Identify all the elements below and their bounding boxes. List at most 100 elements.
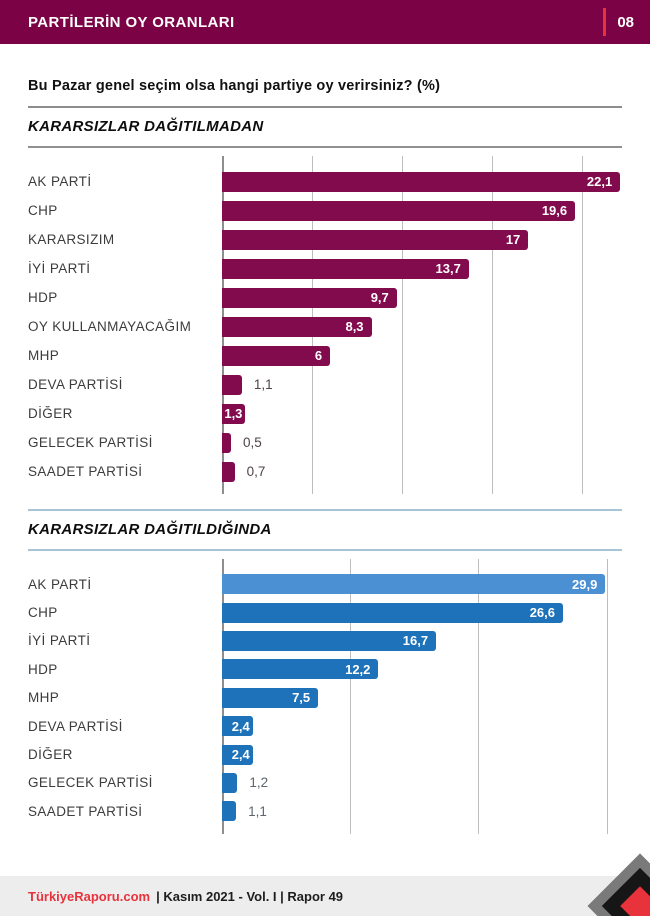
category-label: CHP bbox=[28, 605, 58, 621]
bar-track: 0,5 bbox=[222, 432, 622, 453]
value-label: 17 bbox=[505, 232, 521, 247]
bar-track: 0,7 bbox=[222, 461, 622, 482]
category-label: DEVA PARTİSİ bbox=[28, 718, 123, 734]
bar-track: 22,1 bbox=[222, 171, 622, 192]
value-label: 8,3 bbox=[345, 319, 364, 334]
logo-corner-red bbox=[620, 886, 650, 916]
value-label: 26,6 bbox=[529, 605, 556, 621]
bar-track: 19,6 bbox=[222, 200, 622, 221]
gridline bbox=[582, 156, 584, 494]
category-label: İYİ PARTİ bbox=[28, 633, 91, 649]
bar-track: 1,2 bbox=[222, 772, 622, 793]
section-title-undecided-not-distributed: KARARSIZLAR DAĞITILMADAN bbox=[28, 108, 622, 148]
category-label: DİĞER bbox=[28, 406, 73, 421]
category-label: DİĞER bbox=[28, 747, 73, 763]
value-label: 13,7 bbox=[435, 261, 461, 276]
bar-track: 26,6 bbox=[222, 602, 622, 623]
value-label: 9,7 bbox=[370, 290, 389, 305]
bar: 17 bbox=[222, 229, 529, 250]
bar-track: 1,1 bbox=[222, 801, 622, 822]
chart-row: KARARSIZIM 17 bbox=[28, 225, 622, 254]
category-label: DEVA PARTİSİ bbox=[28, 377, 123, 392]
bar-track: 1,3 bbox=[222, 403, 622, 424]
bar: 2,4 bbox=[222, 716, 253, 737]
category-label: HDP bbox=[28, 661, 58, 677]
footer-brand-link[interactable]: TürkiyeRaporu.com bbox=[28, 888, 151, 904]
value-label: 29,9 bbox=[572, 576, 598, 592]
page-number-divider bbox=[603, 8, 607, 36]
category-label: İYİ PARTİ bbox=[28, 261, 91, 276]
bar: 9,7 bbox=[222, 287, 397, 308]
bar: 6 bbox=[222, 345, 331, 366]
category-label: AK PARTİ bbox=[28, 174, 92, 189]
category-label: GELECEK PARTİSİ bbox=[28, 775, 153, 791]
bar-track: 16,7 bbox=[222, 630, 622, 651]
chart-row: MHP 7,5 bbox=[28, 684, 622, 712]
gridline bbox=[606, 559, 608, 834]
bar: 29,9 bbox=[222, 574, 606, 595]
chart-row: SAADET PARTİSİ 1,1 bbox=[28, 797, 622, 825]
bar: 12,2 bbox=[222, 659, 379, 680]
footer-report-info: | Kasım 2021 - Vol. I | Rapor 49 bbox=[156, 888, 344, 904]
section-divider bbox=[28, 509, 622, 511]
chart-row: AK PARTİ 22,1 bbox=[28, 167, 622, 196]
gridline bbox=[478, 559, 480, 834]
bar-track: 9,7 bbox=[222, 287, 622, 308]
value-label: 0,7 bbox=[246, 464, 266, 479]
chart-row: GELECEK PARTİSİ 1,2 bbox=[28, 769, 622, 797]
page-title: PARTİLERİN OY ORANLARI bbox=[28, 13, 235, 31]
category-label: HDP bbox=[28, 290, 58, 305]
chart-row: HDP 9,7 bbox=[28, 283, 622, 312]
chart-rows: AK PARTİ 29,9 CHP 26,6 İYİ PARTİ 16,7 HDP 12,2 M… bbox=[28, 559, 622, 834]
chart-undecided-not-distributed: AK PARTİ 22,1 CHP 19,6 KARARSIZIM 17 İYİ PARTİ… bbox=[28, 156, 622, 494]
bar-track: 2,4 bbox=[222, 744, 622, 765]
chart-row: OY KULLANMAYACAĞIM 8,3 bbox=[28, 312, 622, 341]
category-label: CHP bbox=[28, 203, 58, 218]
chart-row: DİĞER 1,3 bbox=[28, 399, 622, 428]
bar: 26,6 bbox=[222, 602, 564, 623]
bar-track: 12,2 bbox=[222, 659, 622, 680]
chart-row: HDP 12,2 bbox=[28, 655, 622, 683]
category-label: OY KULLANMAYACAĞIM bbox=[28, 319, 192, 334]
page-header: PARTİLERİN OY ORANLARI 08 bbox=[0, 0, 650, 44]
gridline bbox=[402, 156, 404, 494]
value-label: 6 bbox=[314, 348, 323, 363]
value-label: 1,1 bbox=[253, 377, 273, 392]
page-footer: TürkiyeRaporu.com | Kasım 2021 - Vol. I … bbox=[0, 876, 650, 916]
bar bbox=[222, 772, 238, 793]
chart-row: CHP 26,6 bbox=[28, 598, 622, 626]
value-label: 12,2 bbox=[345, 661, 371, 677]
value-label: 22,1 bbox=[586, 174, 613, 189]
chart-rows: AK PARTİ 22,1 CHP 19,6 KARARSIZIM 17 İYİ PARTİ… bbox=[28, 156, 622, 494]
chart-row: DEVA PARTİSİ 2,4 bbox=[28, 712, 622, 740]
category-label: MHP bbox=[28, 690, 60, 706]
gridline bbox=[492, 156, 494, 494]
value-label: 16,7 bbox=[402, 633, 429, 649]
category-label: MHP bbox=[28, 348, 60, 363]
category-label: KARARSIZIM bbox=[28, 232, 115, 247]
bar-track: 6 bbox=[222, 345, 622, 366]
bar-track: 17 bbox=[222, 229, 622, 250]
chart-row: MHP 6 bbox=[28, 341, 622, 370]
category-label: GELECEK PARTİSİ bbox=[28, 435, 153, 450]
bar bbox=[222, 801, 237, 822]
bar bbox=[222, 432, 231, 453]
gridline bbox=[350, 559, 352, 834]
page-number-group: 08 bbox=[603, 8, 634, 36]
bar bbox=[222, 461, 235, 482]
bar: 16,7 bbox=[222, 630, 437, 651]
page-number: 08 bbox=[617, 13, 634, 31]
bar: 22,1 bbox=[222, 171, 621, 192]
value-label: 1,1 bbox=[248, 803, 267, 819]
value-label: 2,4 bbox=[231, 747, 250, 763]
category-label: SAADET PARTİSİ bbox=[28, 803, 143, 819]
value-label: 2,4 bbox=[231, 718, 250, 734]
value-label: 1,3 bbox=[224, 406, 243, 421]
value-label: 1,2 bbox=[249, 775, 269, 791]
value-label: 7,5 bbox=[292, 690, 311, 706]
bar: 19,6 bbox=[222, 200, 576, 221]
chart-row: AK PARTİ 29,9 bbox=[28, 570, 622, 598]
bar: 1,3 bbox=[222, 403, 246, 424]
bar bbox=[222, 374, 242, 395]
survey-question: Bu Pazar genel seçim olsa hangi partiye … bbox=[28, 78, 622, 108]
